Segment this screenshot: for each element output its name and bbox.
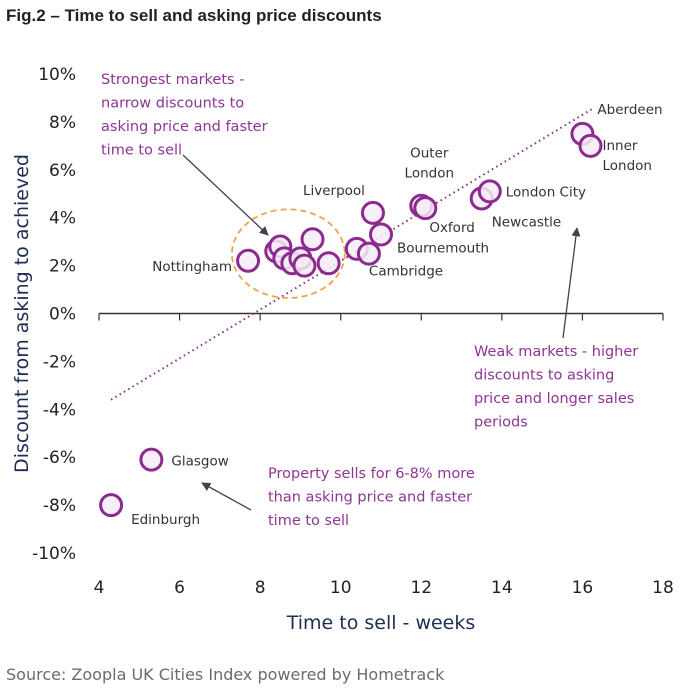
y-tick-label: -4%: [43, 400, 76, 420]
data-point: [413, 196, 438, 221]
chart-title: Fig.2 – Time to sell and asking price di…: [6, 6, 382, 25]
city-label: Nottingham: [152, 259, 232, 275]
annotation-text: Property sells for 6-8% more than asking …: [268, 466, 475, 529]
city-label: Cambridge: [369, 264, 443, 280]
y-axis-ticks: 10% 8% 6% 4% 2% 0% -2% -4% -6% -8% -10%: [32, 65, 76, 564]
data-point: [477, 179, 502, 204]
y-tick-label: 6%: [49, 161, 76, 181]
city-labels: Edinburgh Glasgow Nottingham Cambridge Liver…: [131, 102, 663, 528]
scatter-chart: 4 6 8 10 12 14 16 18 10% 8% 6% 4% 2% 0% -2% -4% -6% -8% -…: [11, 65, 674, 634]
y-tick-label: 10%: [38, 65, 76, 85]
x-tick-label: 10: [330, 578, 352, 598]
y-axis-title: Discount from asking to achieved: [11, 154, 33, 473]
x-tick-label: 18: [652, 578, 674, 598]
y-tick-label: -6%: [43, 448, 76, 468]
city-label: Inner: [602, 138, 637, 154]
x-tick-label: 8: [255, 578, 266, 598]
city-label: Bournemouth: [397, 240, 489, 256]
x-axis-title: Time to sell - weeks: [286, 612, 476, 634]
weak-markets-arrow: [562, 227, 581, 339]
trendline: [110, 106, 596, 401]
y-tick-label: 4%: [49, 209, 76, 229]
annotation-text: Strongest markets -narrow discounts to as…: [101, 72, 268, 159]
x-axis-ticks: 4 6 8 10 12 14 16 18: [94, 313, 674, 598]
city-label: Edinburgh: [131, 512, 200, 528]
x-tick-label: 14: [491, 578, 513, 598]
strong-markets-highlight: [231, 208, 346, 299]
y-tick-label: -8%: [43, 496, 76, 516]
data-point: [356, 241, 381, 266]
city-label: London: [405, 166, 455, 182]
y-tick-label: 2%: [49, 257, 76, 277]
city-label: London: [602, 158, 652, 174]
city-label: Aberdeen: [597, 102, 662, 118]
data-point: [578, 133, 603, 158]
annotation-text: Weak markets - higher discounts to asking…: [474, 344, 638, 431]
city-label: Newcastle: [492, 215, 562, 231]
annotations: Strongest markets -narrow discounts to as…: [101, 72, 638, 529]
y-tick-label: -10%: [32, 544, 76, 564]
scotland-arrow: [201, 482, 252, 511]
strong-markets-arrow: [182, 154, 269, 236]
data-point: [316, 251, 341, 276]
data-point: [300, 227, 325, 252]
y-tick-label: 8%: [49, 113, 76, 133]
data-point: [292, 253, 317, 278]
data-point: [360, 200, 385, 225]
data-point: [99, 493, 124, 518]
x-tick-label: 12: [410, 578, 432, 598]
x-tick-label: 6: [174, 578, 185, 598]
y-tick-label: 0%: [49, 305, 76, 325]
city-label: London City: [506, 184, 586, 200]
city-label: Outer: [410, 146, 449, 162]
city-label: Glasgow: [171, 454, 228, 470]
city-label: Oxford: [429, 220, 475, 236]
source-note: Source: Zoopla UK Cities Index powered b…: [6, 665, 445, 684]
x-tick-label: 4: [94, 578, 105, 598]
data-point: [139, 447, 164, 472]
x-tick-label: 16: [572, 578, 594, 598]
city-label: Liverpool: [303, 183, 365, 199]
data-point: [236, 248, 261, 273]
y-tick-label: -2%: [43, 352, 76, 372]
data-points: [99, 121, 603, 518]
data-point: [369, 222, 393, 247]
